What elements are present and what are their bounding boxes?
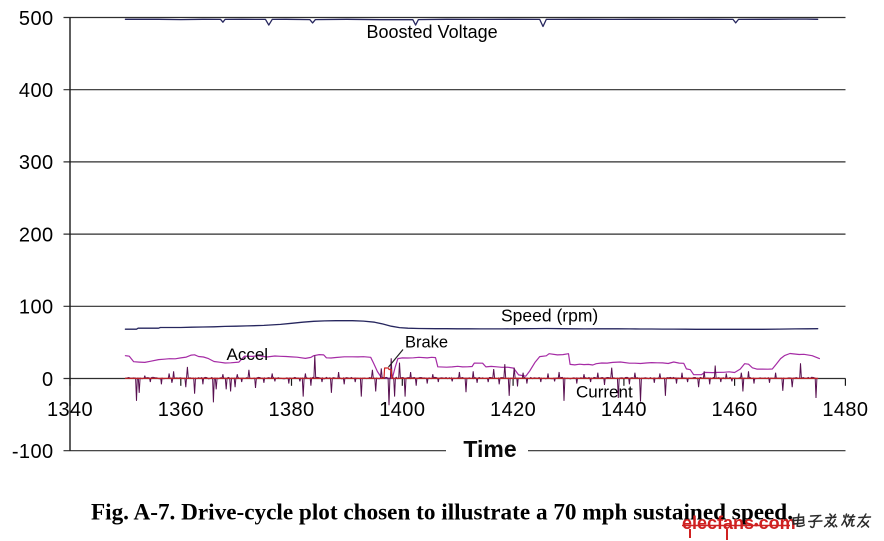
svg-text:1440: 1440: [601, 399, 647, 421]
svg-text:Fig. A-7. Drive-cycle plot cho: Fig. A-7. Drive-cycle plot chosen to ill…: [91, 500, 793, 526]
svg-text:1340: 1340: [47, 399, 93, 421]
svg-text:1400: 1400: [379, 399, 425, 421]
svg-text:1480: 1480: [822, 399, 868, 421]
svg-text:100: 100: [19, 297, 54, 319]
svg-text:0: 0: [42, 369, 54, 391]
svg-text:300: 300: [19, 152, 54, 174]
svg-text:Boosted Voltage: Boosted Voltage: [367, 22, 498, 42]
svg-text:1380: 1380: [268, 399, 314, 421]
svg-text:500: 500: [19, 8, 54, 30]
svg-text:-100: -100: [12, 441, 54, 463]
svg-text:Accel: Accel: [227, 345, 269, 364]
svg-text:1460: 1460: [712, 399, 758, 421]
svg-text:1420: 1420: [490, 399, 536, 421]
svg-text:Speed (rpm): Speed (rpm): [501, 306, 598, 326]
svg-text:elecfans•com: elecfans•com: [682, 513, 796, 533]
svg-text:200: 200: [19, 224, 54, 246]
svg-text:Time: Time: [463, 436, 516, 462]
svg-text:400: 400: [19, 80, 54, 102]
svg-text:1360: 1360: [158, 399, 204, 421]
svg-text:Current: Current: [576, 383, 633, 402]
svg-text:Brake: Brake: [405, 334, 448, 352]
